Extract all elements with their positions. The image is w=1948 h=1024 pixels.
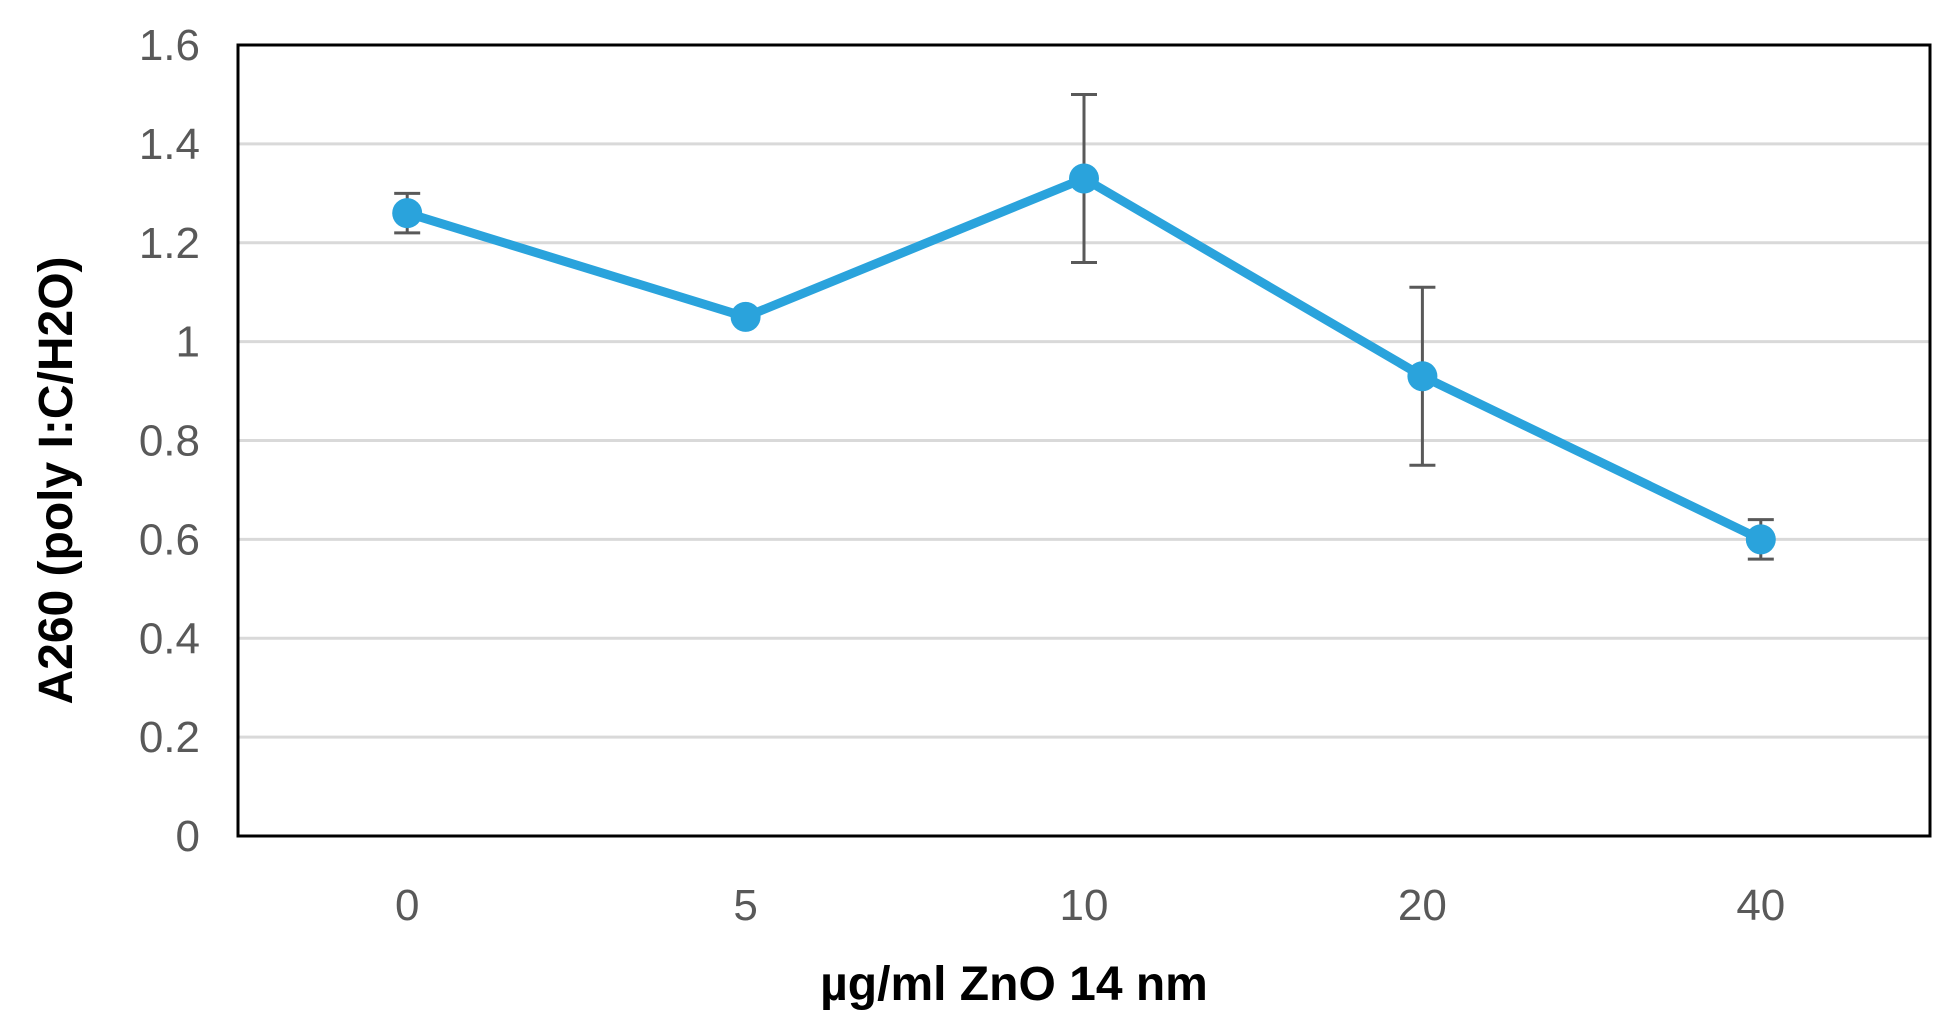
data-points	[392, 163, 1776, 555]
y-tick-label: 1	[176, 318, 200, 367]
y-tick-label: 0.6	[139, 515, 200, 564]
y-tick-label: 1.4	[139, 120, 200, 169]
data-point	[1069, 163, 1099, 194]
y-axis-ticks: 0 0.2 0.4 0.6 0.8 1 1.2 1.4 1.6	[139, 21, 200, 861]
x-axis-title: µg/ml ZnO 14 nm	[820, 958, 1208, 1011]
y-tick-label: 0	[176, 812, 200, 861]
x-tick-label: 10	[1060, 881, 1109, 930]
x-tick-label: 0	[395, 881, 419, 930]
data-point	[392, 198, 423, 229]
y-tick-label: 0.2	[139, 713, 200, 762]
data-point	[1407, 361, 1438, 392]
data-point	[1745, 524, 1776, 555]
y-tick-label: 0.8	[139, 417, 200, 466]
y-tick-label: 0.4	[139, 614, 200, 663]
y-tick-label: 1.2	[139, 219, 200, 268]
x-tick-label: 40	[1736, 881, 1785, 930]
y-axis-title: A260 (poly I:C/H2O)	[30, 256, 83, 704]
x-tick-label: 5	[733, 881, 757, 930]
x-tick-label: 20	[1398, 881, 1447, 930]
plot-frame	[236, 43, 1932, 838]
data-point	[730, 301, 761, 332]
y-tick-label: 1.6	[139, 21, 200, 70]
x-axis-ticks: 0 5 10 20 40	[395, 881, 1785, 930]
